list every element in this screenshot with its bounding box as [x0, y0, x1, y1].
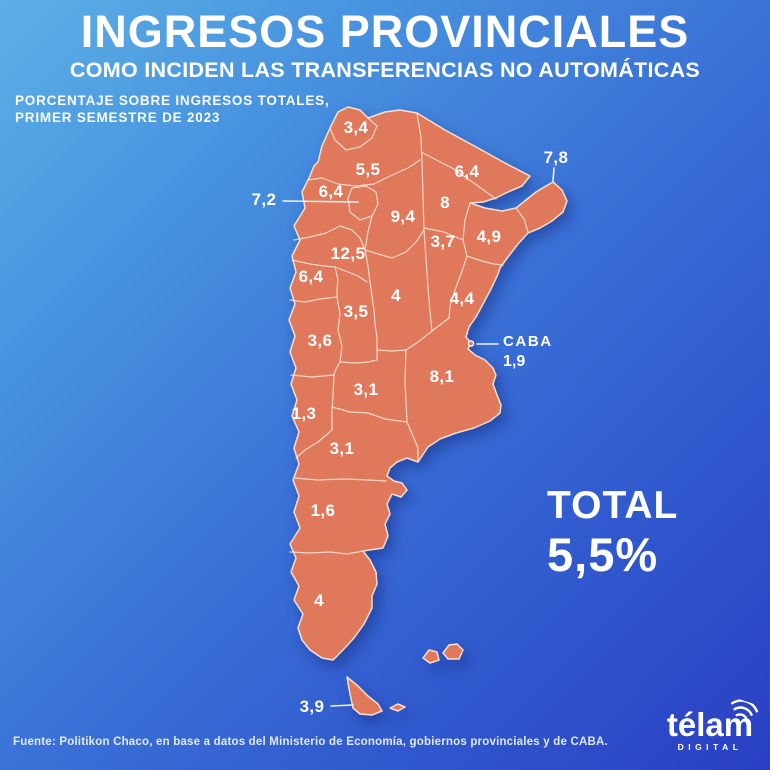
tierra-del-fuego-pointer-line	[330, 704, 354, 707]
map-label-cordoba: 4	[391, 286, 401, 305]
border-jujuy-salta	[329, 117, 378, 151]
malvinas-west-island-shape	[422, 649, 440, 664]
border-lapampa-rionegro	[331, 406, 408, 423]
border-sanjuan-mendoza	[289, 296, 338, 303]
map-label-chaco: 8	[440, 193, 450, 212]
caba-dot	[467, 340, 475, 347]
border-neuquen-east	[331, 374, 335, 431]
map-label-buenos-aires: 8,1	[429, 367, 455, 386]
border-larioja-sanluis	[334, 266, 368, 283]
callout-pointers	[282, 167, 555, 707]
map-label-santiago-del-estero: 9,4	[390, 207, 416, 226]
map-shapes	[288, 106, 568, 716]
signal-waves-icon	[730, 699, 759, 720]
map-label-caba: CABA 1,9	[503, 334, 553, 370]
page-subtitle: COMO INCIDEN LAS TRANSFERENCIAS NO AUTOM…	[69, 58, 701, 82]
border-sanluis-mendoza	[336, 296, 343, 363]
border-buenosaires-north	[405, 317, 450, 351]
map-label-mendoza: 3,6	[307, 331, 333, 350]
map-label-salta: 5,5	[355, 160, 381, 179]
map-label-entre-rios: 4,4	[449, 289, 475, 308]
telam-logo-sub: DIGITAL	[677, 742, 743, 752]
map-label-jujuy: 3,4	[343, 118, 369, 137]
isla-de-los-estados-shape	[389, 703, 406, 712]
telam-logo: télam DIGITAL	[660, 699, 760, 752]
border-cordoba-santafe	[423, 229, 433, 332]
map-label-corrientes: 4,9	[476, 227, 502, 246]
border-cordoba-west	[364, 249, 378, 351]
chart-note-line1: PORCENTAJE SOBRE INGRESOS TOTALES,	[15, 93, 330, 108]
map-label-la-pampa: 3,1	[353, 380, 379, 399]
telam-logo-text: télam	[666, 706, 754, 743]
border-chubut-santacruz	[289, 550, 364, 555]
tucuman-pointer-line	[282, 200, 359, 203]
argentina-mainland-shape	[288, 106, 568, 661]
border-sanjuan-east	[334, 266, 339, 298]
border-sanjuan-larioja	[291, 259, 336, 268]
total-label: TOTAL	[547, 484, 679, 527]
border-corrientes-entrerios	[466, 255, 504, 266]
chart-note: PORCENTAJE SOBRE INGRESOS TOTALES, PRIME…	[15, 92, 330, 126]
total-summary: TOTAL 5,5%	[547, 486, 678, 578]
map-label-san-luis: 3,5	[343, 302, 369, 321]
border-salta-chaco-west	[416, 112, 425, 231]
chart-note-line2: PRIMER SEMESTRE DE 2023	[15, 110, 221, 125]
page-title: INGRESOS PROVINCIALES	[80, 6, 690, 57]
border-buenosaires-rionegro	[406, 421, 419, 463]
map-label-la-rioja: 12,5	[330, 244, 366, 263]
map-label-san-juan: 6,4	[298, 267, 324, 286]
border-mendoza-southeast	[333, 361, 341, 376]
border-corrientes-misiones	[515, 207, 529, 233]
source-note: Fuente: Politikon Chaco, en base a datos…	[13, 736, 608, 748]
map-label-chubut: 1,6	[310, 501, 336, 520]
malvinas-east-island-shape	[442, 643, 464, 660]
map-label-rio-negro: 3,1	[329, 439, 355, 458]
misiones-pointer-line	[552, 167, 555, 182]
border-catamarca-larioja	[293, 225, 366, 251]
map-label-misiones: 7,8	[543, 148, 569, 167]
border-neuquen-rionegro	[295, 429, 333, 459]
caba-value: 1,9	[503, 353, 526, 370]
border-formosa-chaco	[420, 151, 497, 200]
province-borders	[289, 112, 529, 555]
border-catamarca-santiago	[364, 215, 373, 251]
map-label-santa-cruz: 4	[314, 591, 324, 610]
border-chaco-santafe	[423, 227, 464, 241]
border-rionegro-chubut	[293, 477, 387, 482]
map-label-formosa: 6,4	[454, 162, 480, 181]
total-value: 5,5%	[547, 528, 659, 581]
border-cordoba-lapampa	[376, 349, 407, 352]
map-label-neuquen: 1,3	[291, 404, 317, 423]
border-parana-river	[448, 202, 471, 319]
tierra-del-fuego-shape	[346, 676, 383, 716]
map-label-santa-fe: 3,7	[430, 232, 456, 251]
border-salta-south	[307, 159, 421, 187]
border-santiago-cordoba	[364, 229, 425, 259]
map-label-tierra-del-fuego: 3,9	[299, 697, 325, 716]
caba-name: CABA	[503, 333, 553, 350]
border-sanluis-lapampa	[339, 349, 378, 364]
map-label-catamarca: 6,4	[318, 182, 344, 201]
border-buenosaires-west	[404, 349, 408, 423]
map-label-tucuman: 7,2	[251, 190, 277, 209]
border-mendoza-neuquen	[290, 374, 335, 378]
